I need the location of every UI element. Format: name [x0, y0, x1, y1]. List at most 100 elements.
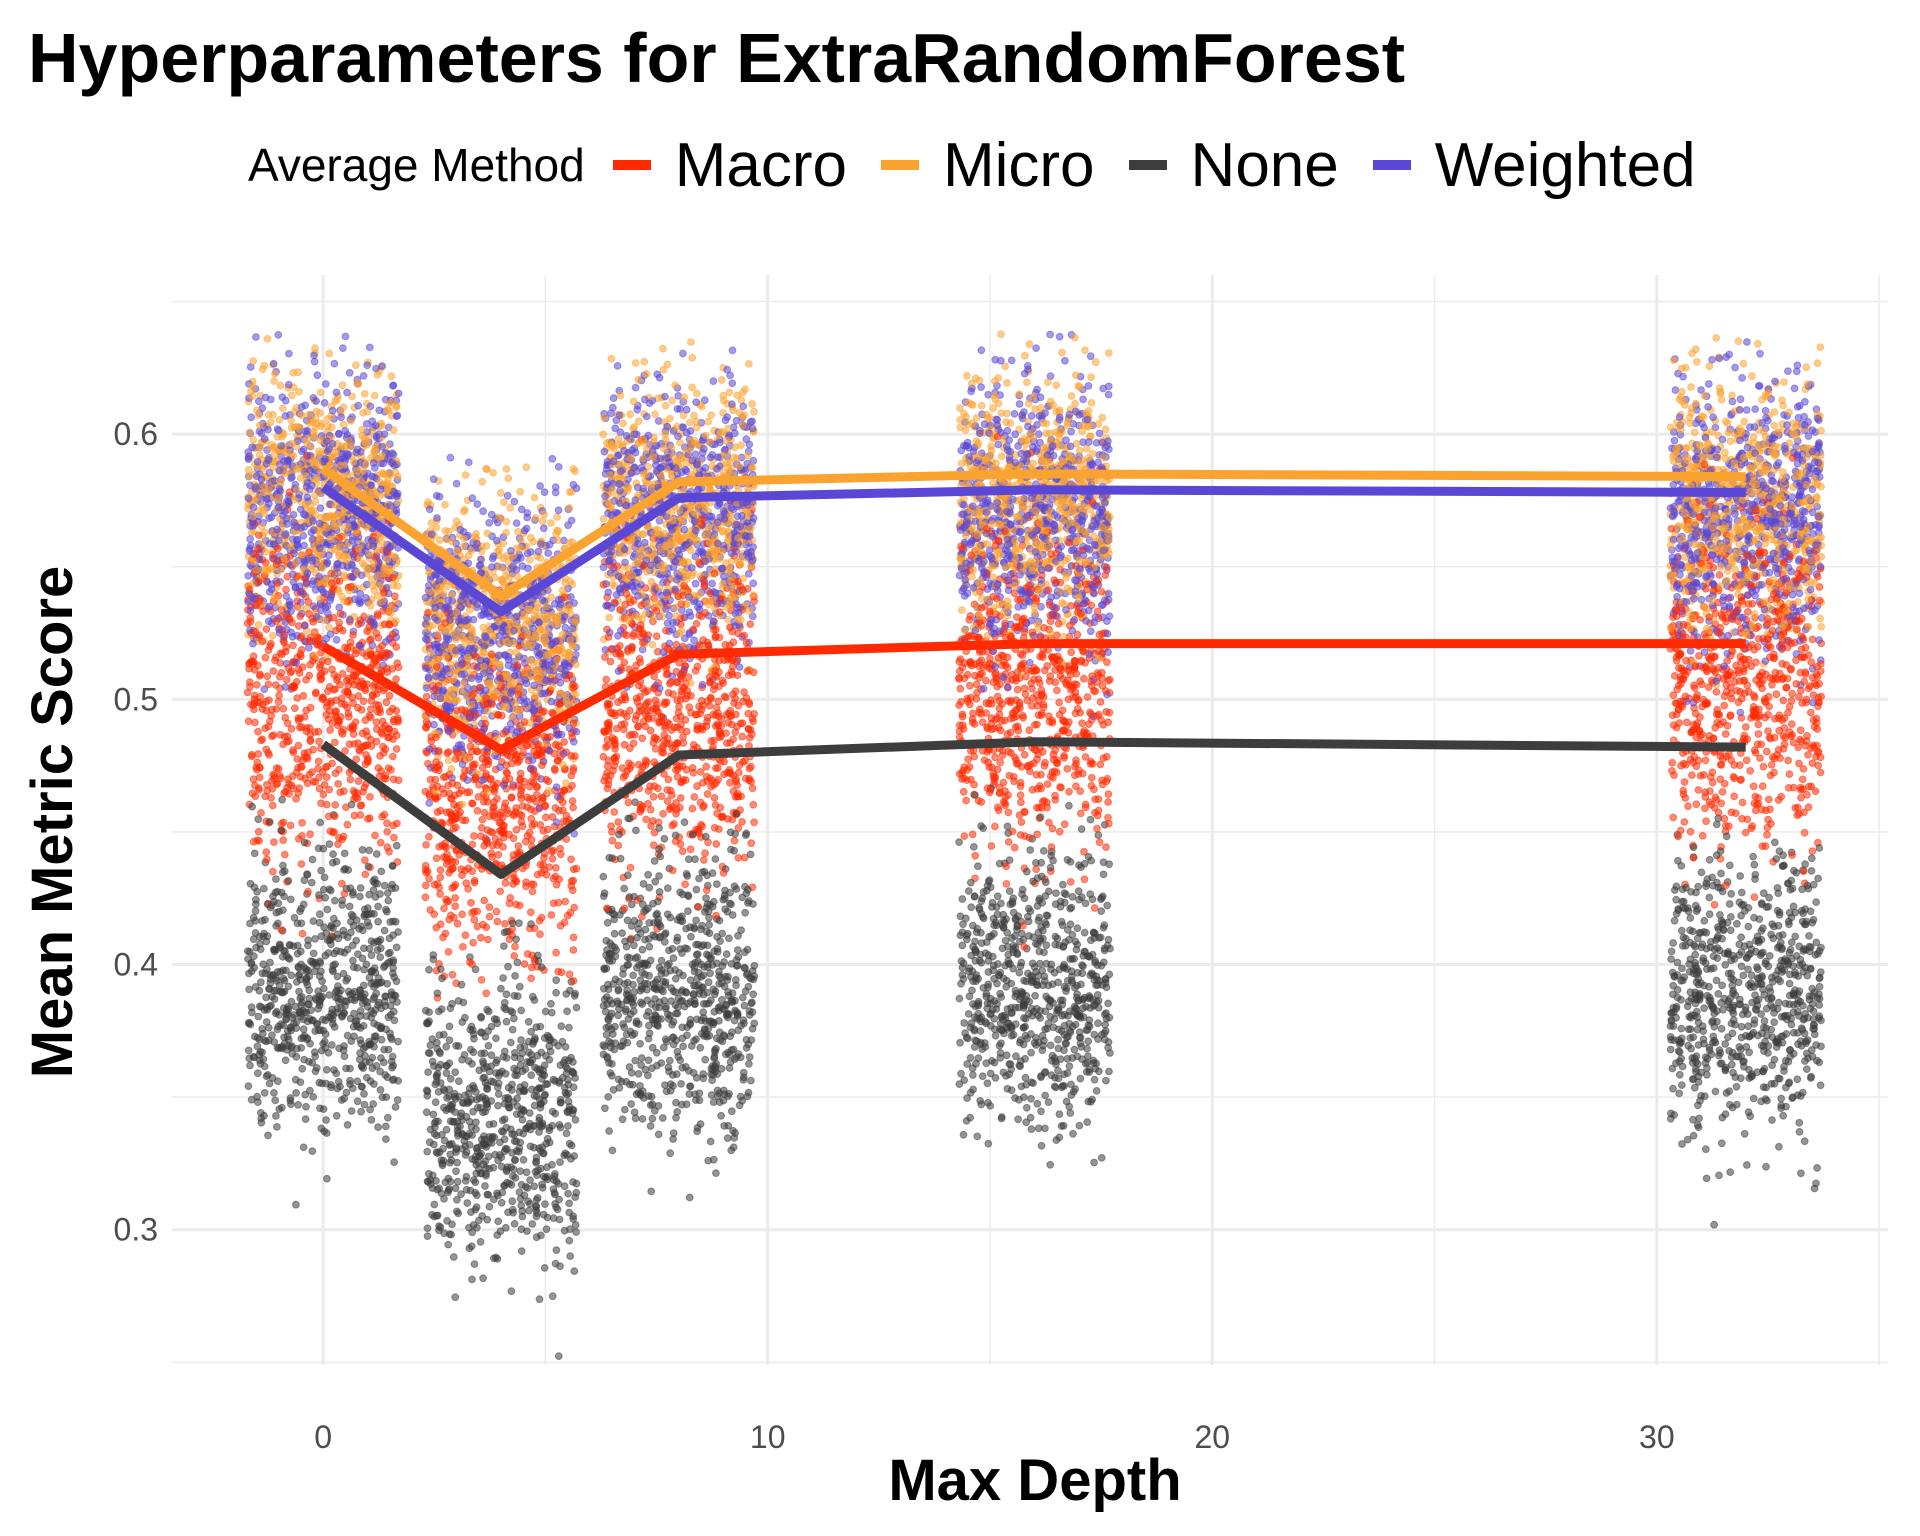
data-point: [504, 962, 512, 971]
data-point: [614, 986, 623, 995]
data-point: [1694, 786, 1703, 794]
data-point: [1815, 982, 1824, 991]
data-point: [363, 361, 372, 370]
data-point: [1046, 1160, 1055, 1169]
data-point: [1087, 773, 1096, 782]
data-point: [353, 964, 362, 972]
data-point: [302, 1102, 310, 1111]
data-point: [473, 500, 482, 509]
data-point: [720, 1122, 729, 1130]
data-point: [693, 782, 701, 791]
data-point: [708, 579, 716, 588]
data-point: [960, 832, 969, 840]
data-point: [451, 894, 460, 902]
data-point: [1726, 926, 1735, 935]
data-point: [1671, 386, 1680, 395]
data-point: [567, 855, 575, 864]
data-point: [1104, 790, 1113, 798]
data-point: [1695, 652, 1703, 660]
data-point: [1793, 811, 1802, 820]
data-point: [292, 1052, 301, 1061]
data-point: [1091, 358, 1100, 367]
data-point: [1682, 718, 1691, 727]
data-point: [1024, 399, 1033, 408]
legend-item-weighted: Weighted: [1372, 130, 1696, 201]
data-point: [1668, 711, 1677, 720]
data-point: [347, 1107, 356, 1115]
data-point: [1042, 941, 1051, 950]
data-point: [339, 420, 348, 429]
data-point: [1760, 1017, 1769, 1025]
data-point: [1067, 392, 1076, 400]
data-point: [383, 827, 392, 836]
data-point: [444, 527, 453, 536]
data-point: [554, 506, 563, 515]
data-point: [510, 1064, 518, 1073]
data-point: [659, 344, 667, 353]
data-point: [565, 970, 574, 979]
data-point: [278, 1103, 286, 1112]
data-point: [269, 867, 277, 876]
data-point: [247, 528, 256, 537]
data-point: [299, 1143, 308, 1152]
data-point: [1781, 999, 1790, 1008]
data-point: [599, 872, 608, 881]
data-point: [569, 1212, 578, 1221]
data-point: [1705, 893, 1714, 902]
data-point: [469, 1176, 478, 1184]
data-point: [1005, 856, 1014, 864]
data-point: [477, 1049, 486, 1058]
data-point: [515, 919, 523, 928]
data-point: [1701, 1145, 1710, 1154]
data-point: [1746, 767, 1755, 775]
data-point: [341, 864, 350, 873]
data-point: [637, 912, 646, 921]
data-point: [725, 934, 733, 943]
data-point: [392, 841, 401, 850]
data-point: [393, 1096, 402, 1104]
data-point: [1726, 711, 1735, 719]
data-point: [1793, 459, 1802, 468]
data-point: [279, 704, 288, 713]
data-point: [453, 1177, 462, 1186]
data-point: [510, 497, 519, 506]
data-point: [262, 848, 271, 857]
data-point: [289, 510, 298, 519]
data-point: [261, 653, 270, 662]
data-point: [1790, 384, 1799, 393]
data-point: [1708, 355, 1716, 364]
data-point: [484, 1041, 493, 1050]
data-point: [1057, 1122, 1066, 1130]
data-point: [470, 832, 478, 840]
data-point: [713, 948, 722, 956]
data-point: [451, 1293, 460, 1302]
data-point: [616, 391, 625, 400]
data-point: [1699, 771, 1708, 779]
data-point: [1725, 861, 1734, 870]
data-point: [484, 1190, 493, 1199]
data-point: [286, 821, 295, 830]
data-point: [500, 942, 508, 950]
data-point: [996, 726, 1005, 735]
data-point: [461, 471, 470, 479]
data-point: [1017, 798, 1025, 807]
data-point: [1808, 759, 1817, 767]
data-point: [1669, 1084, 1677, 1093]
data-point: [254, 827, 263, 836]
data-point: [638, 734, 647, 743]
data-point: [1712, 688, 1721, 696]
data-point: [436, 890, 445, 898]
legend-item-macro: Macro: [612, 130, 847, 201]
data-point: [525, 1206, 533, 1215]
data-point: [250, 849, 259, 858]
data-point: [614, 818, 623, 826]
data-point: [391, 1103, 400, 1111]
data-point: [686, 845, 695, 854]
data-point: [1810, 606, 1819, 614]
data-point: [502, 1005, 510, 1014]
data-point: [381, 1122, 390, 1131]
data-point: [968, 830, 977, 839]
data-point: [302, 706, 311, 715]
data-point: [263, 672, 272, 681]
data-point: [713, 880, 721, 888]
